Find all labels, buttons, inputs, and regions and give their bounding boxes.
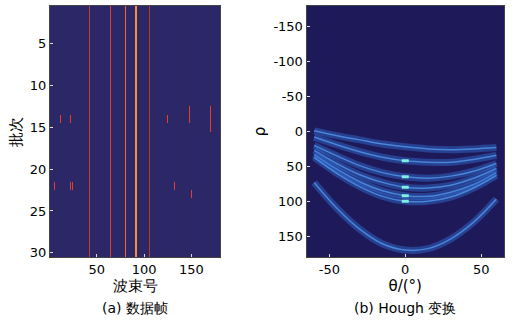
svg-text:20: 20 (30, 162, 47, 177)
svg-text:-50: -50 (319, 262, 340, 277)
svg-text:15: 15 (30, 120, 47, 135)
svg-text:150: 150 (278, 229, 303, 244)
svg-text:50: 50 (473, 262, 490, 277)
svg-text:0: 0 (401, 262, 409, 277)
svg-text:(b) Hough 变换: (b) Hough 变换 (354, 300, 456, 316)
svg-text:5: 5 (38, 36, 46, 51)
svg-text:-50: -50 (282, 89, 303, 104)
svg-text:30: 30 (30, 245, 47, 260)
svg-text:-100: -100 (273, 54, 303, 69)
svg-text:150: 150 (179, 262, 204, 277)
svg-text:10: 10 (30, 78, 47, 93)
svg-text:波束号: 波束号 (113, 277, 158, 295)
svg-text:50: 50 (89, 262, 106, 277)
svg-text:(a) 数据帧: (a) 数据帧 (102, 300, 168, 316)
svg-text:100: 100 (278, 194, 303, 209)
svg-text:50: 50 (286, 159, 303, 174)
svg-text:批次: 批次 (7, 117, 25, 147)
svg-text:0: 0 (295, 124, 303, 139)
svg-text:100: 100 (132, 262, 157, 277)
svg-text:-150: -150 (273, 19, 303, 34)
svg-text:ρ: ρ (251, 127, 269, 137)
svg-text:θ/(°): θ/(°) (389, 277, 422, 295)
svg-text:25: 25 (30, 204, 47, 219)
